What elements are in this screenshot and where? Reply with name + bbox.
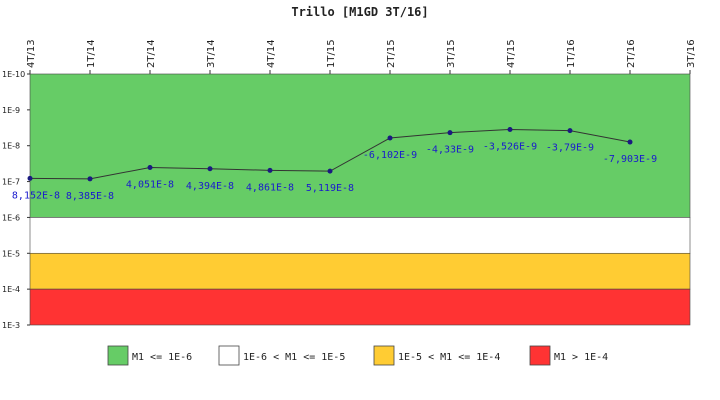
data-label: 8,152E-8 bbox=[12, 190, 60, 201]
y-tick-label: 1E-7 bbox=[2, 178, 20, 187]
data-label: 4,051E-8 bbox=[126, 179, 174, 190]
x-tick-label: 1T/14 bbox=[86, 39, 97, 68]
band-0 bbox=[29, 73, 691, 218]
x-tick-label: 2T/15 bbox=[386, 39, 397, 68]
band-3 bbox=[29, 288, 691, 326]
data-point bbox=[27, 175, 33, 181]
x-tick-label: 3T/15 bbox=[446, 39, 457, 68]
data-point bbox=[267, 167, 273, 173]
data-point bbox=[327, 168, 333, 174]
data-label: 8,385E-8 bbox=[66, 191, 114, 202]
legend-swatch bbox=[107, 345, 129, 366]
data-point bbox=[207, 166, 213, 172]
legend: M1 <= 1E-6 1E-6 < M1 <= 1E-5 1E-5 < M1 <= … bbox=[107, 345, 608, 366]
data-point bbox=[627, 139, 633, 145]
data-point bbox=[387, 135, 393, 141]
data-point bbox=[567, 128, 573, 134]
x-tick-label: 2T/14 bbox=[146, 39, 157, 68]
data-label: -6,102E-9 bbox=[363, 150, 417, 161]
legend-label: 1E-6 < M1 <= 1E-5 bbox=[243, 352, 345, 363]
y-tick-label: 1E-5 bbox=[2, 249, 20, 258]
y-tick-label: 1E-10 bbox=[2, 70, 25, 79]
data-label: 4,394E-8 bbox=[186, 181, 234, 192]
data-label: 4,861E-8 bbox=[246, 182, 294, 193]
band-2 bbox=[29, 252, 691, 290]
legend-swatch bbox=[218, 345, 240, 366]
data-label: -7,903E-9 bbox=[603, 154, 657, 165]
x-tick-label: 3T/14 bbox=[206, 39, 217, 68]
data-point bbox=[87, 176, 93, 182]
x-tick-label: 1T/16 bbox=[566, 39, 577, 68]
band-1 bbox=[29, 217, 691, 254]
chart-title: Trillo [M1GD 3T/16] bbox=[291, 5, 428, 19]
y-tick-label: 1E-8 bbox=[2, 142, 20, 151]
x-tick-label: 3T/16 bbox=[686, 39, 697, 68]
x-tick-label: 2T/16 bbox=[626, 39, 637, 68]
legend-label: 1E-5 < M1 <= 1E-4 bbox=[398, 352, 500, 363]
x-ticks bbox=[29, 70, 691, 74]
risk-bands bbox=[29, 73, 691, 326]
series bbox=[27, 126, 633, 182]
x-axis-labels: 4T/13 1T/14 2T/14 3T/14 4T/14 1T/15 2T/15 3T/15… bbox=[26, 39, 697, 68]
y-tick-label: 1E-3 bbox=[2, 321, 20, 330]
legend-swatch bbox=[529, 345, 551, 366]
data-label: -3,79E-9 bbox=[546, 143, 594, 154]
data-label: -4,33E-9 bbox=[426, 145, 474, 156]
legend-label: M1 > 1E-4 bbox=[554, 352, 608, 363]
data-labels: 8,152E-8 8,385E-8 4,051E-8 4,394E-8 4,861E-8… bbox=[12, 141, 657, 201]
x-tick-label: 4T/13 bbox=[26, 39, 37, 68]
legend-label: M1 <= 1E-6 bbox=[132, 352, 192, 363]
data-point bbox=[507, 126, 513, 132]
data-label: 5,119E-8 bbox=[306, 183, 354, 194]
data-point bbox=[147, 164, 153, 170]
x-tick-label: 1T/15 bbox=[326, 39, 337, 68]
legend-swatch bbox=[373, 345, 395, 366]
data-label: -3,526E-9 bbox=[483, 141, 537, 152]
y-tick-label: 1E-6 bbox=[2, 213, 20, 222]
x-tick-label: 4T/15 bbox=[506, 39, 517, 68]
y-tick-label: 1E-4 bbox=[2, 285, 20, 294]
data-point bbox=[447, 130, 453, 136]
x-tick-label: 4T/14 bbox=[266, 39, 277, 68]
y-tick-label: 1E-9 bbox=[2, 106, 20, 115]
y-axis: 1E-10 1E-9 1E-8 1E-7 1E-6 1E-5 1E-4 1E-3 bbox=[2, 70, 30, 330]
